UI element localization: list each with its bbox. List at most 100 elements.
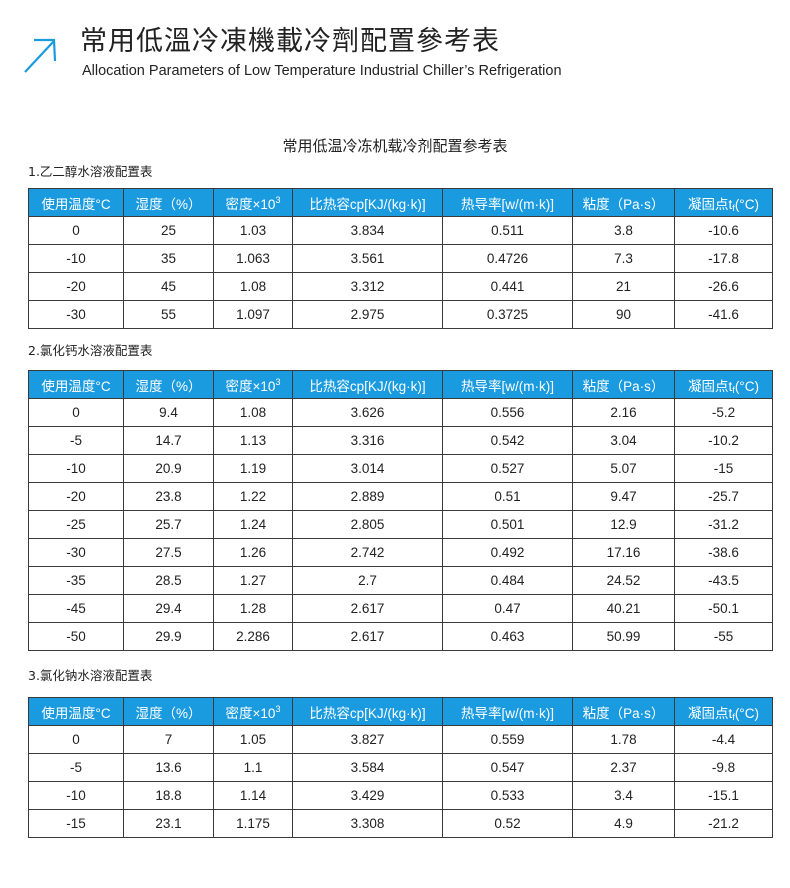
table-cell: 0.47	[442, 594, 573, 623]
column-header: 密度×103	[213, 188, 293, 217]
column-header-text: 密度×10	[225, 705, 276, 721]
table-cell: 25	[123, 216, 214, 245]
table-cell: 0.527	[442, 454, 573, 483]
table-cell: 2.7	[292, 566, 443, 595]
arrow-up-right-icon	[24, 38, 57, 73]
column-header: 粘度（Pa·s）	[572, 188, 675, 217]
table-cell: 3.584	[292, 753, 443, 782]
table-cell: 13.6	[123, 753, 214, 782]
table-cell: 1.097	[213, 300, 293, 329]
table-cell: 27.5	[123, 538, 214, 567]
table-cell: -4.4	[674, 725, 773, 754]
page-subtitle: Allocation Parameters of Low Temperature…	[82, 63, 562, 79]
column-header-text: 使用温度°C	[41, 705, 111, 721]
section-label-ethylene-glycol: 1.乙二醇水溶液配置表	[28, 164, 153, 179]
table-cell: 1.175	[213, 809, 293, 838]
section-label-calcium-chloride: 2.氯化钙水溶液配置表	[28, 343, 153, 358]
table-cell: 0.463	[442, 622, 573, 651]
table-cell: 3.014	[292, 454, 443, 483]
column-header-text: 凝固点t	[688, 378, 733, 394]
column-header-text: 粘度（Pa·s）	[582, 378, 665, 394]
table-cell: -17.8	[674, 244, 773, 273]
table-cell: 0	[28, 216, 124, 245]
table-cell: -10.2	[674, 426, 773, 455]
table-cell: 18.8	[123, 781, 214, 810]
table-row: -5 13.6 1.1 3.584 0.547 2.37 -9.8	[28, 753, 773, 782]
page-title: 常用低溫冷凍機載冷劑配置參考表	[80, 26, 500, 57]
header-row: 使用温度°C 湿度（%） 密度×103 比热容cp[KJ/(kg·k)] 热导率[w/(…	[28, 370, 773, 399]
header-row: 使用温度°C 湿度（%） 密度×103 比热容cp[KJ/(kg·k)] 热导率[w/(…	[28, 188, 773, 217]
column-header: 使用温度°C	[28, 697, 124, 726]
table-cell: 0	[28, 725, 124, 754]
column-header: 密度×103	[213, 697, 293, 726]
column-header: 凝固点tf(°C)	[674, 188, 773, 217]
table-cell: 0.547	[442, 753, 573, 782]
column-header: 湿度（%）	[123, 188, 214, 217]
table-cell: 45	[123, 272, 214, 301]
table-cell: -30	[28, 300, 124, 329]
table-row: -10 20.9 1.19 3.014 0.527 5.07 -15	[28, 454, 773, 483]
table-cell: -10	[28, 454, 124, 483]
column-header: 热导率[w/(m·k)]	[442, 370, 573, 399]
table-cell: 0.484	[442, 566, 573, 595]
table-cell: 1.05	[213, 725, 293, 754]
table-cell: 2.37	[572, 753, 675, 782]
header-row: 使用温度°C 湿度（%） 密度×103 比热容cp[KJ/(kg·k)] 热导率[w/(…	[28, 697, 773, 726]
table-cell: -25.7	[674, 482, 773, 511]
table-cell: -15.1	[674, 781, 773, 810]
table-cell: 0.4726	[442, 244, 573, 273]
table-cell: 3.561	[292, 244, 443, 273]
column-header-text: 比热容cp[KJ/(kg·k)]	[309, 196, 426, 212]
column-header: 粘度（Pa·s）	[572, 370, 675, 399]
table-cell: -5.2	[674, 398, 773, 427]
table-cell: -15	[28, 809, 124, 838]
table-cell: 1.1	[213, 753, 293, 782]
table-row: -25 25.7 1.24 2.805 0.501 12.9 -31.2	[28, 510, 773, 539]
table-cell: 3.308	[292, 809, 443, 838]
column-header-subscript: f	[732, 384, 735, 395]
table-cell: 23.8	[123, 482, 214, 511]
column-header-subscript: f	[732, 202, 735, 213]
table-cell: 23.1	[123, 809, 214, 838]
column-header-superscript: 3	[275, 194, 281, 205]
column-header-text: 比热容cp[KJ/(kg·k)]	[309, 705, 426, 721]
column-header: 密度×103	[213, 370, 293, 399]
column-header-text: 湿度（%）	[135, 196, 202, 212]
table-cell: 4.9	[572, 809, 675, 838]
table-cell: -10	[28, 781, 124, 810]
table-cell: -21.2	[674, 809, 773, 838]
table-cell: 50.99	[572, 622, 675, 651]
table-cell: 0.556	[442, 398, 573, 427]
table-cell: 1.78	[572, 725, 675, 754]
table-row: -30 55 1.097 2.975 0.3725 90 -41.6	[28, 300, 773, 329]
table-cell: -9.8	[674, 753, 773, 782]
column-header-text: 粘度（Pa·s）	[582, 196, 665, 212]
table-cell: 3.04	[572, 426, 675, 455]
table-ethylene-glycol: 使用温度°C 湿度（%） 密度×103 比热容cp[KJ/(kg·k)] 热导率[w/(…	[28, 188, 773, 329]
table-cell: 28.5	[123, 566, 214, 595]
table-cell: 1.063	[213, 244, 293, 273]
table-cell: 7	[123, 725, 214, 754]
table-cell: 0.533	[442, 781, 573, 810]
table-cell: 2.286	[213, 622, 293, 651]
table-cell: -25	[28, 510, 124, 539]
column-header-text: 使用温度°C	[41, 378, 111, 394]
table-cell: 1.13	[213, 426, 293, 455]
table-row: -50 29.9 2.286 2.617 0.463 50.99 -55	[28, 622, 773, 651]
table-row: -20 23.8 1.22 2.889 0.51 9.47 -25.7	[28, 482, 773, 511]
table-cell: 14.7	[123, 426, 214, 455]
table-row: -10 35 1.063 3.561 0.4726 7.3 -17.8	[28, 244, 773, 273]
table-cell: 90	[572, 300, 675, 329]
column-header-text: 热导率[w/(m·k)]	[461, 196, 554, 212]
table-cell: -30	[28, 538, 124, 567]
column-header-text: 湿度（%）	[135, 378, 202, 394]
column-header: 热导率[w/(m·k)]	[442, 188, 573, 217]
table-cell: 2.889	[292, 482, 443, 511]
table-cell: 0.51	[442, 482, 573, 511]
table-cell: 3.316	[292, 426, 443, 455]
section-label-sodium-chloride: 3.氯化钠水溶液配置表	[28, 668, 153, 683]
table-row: 0 7 1.05 3.827 0.559 1.78 -4.4	[28, 725, 773, 754]
table-cell: 1.19	[213, 454, 293, 483]
table-cell: 1.08	[213, 398, 293, 427]
table-cell: 20.9	[123, 454, 214, 483]
